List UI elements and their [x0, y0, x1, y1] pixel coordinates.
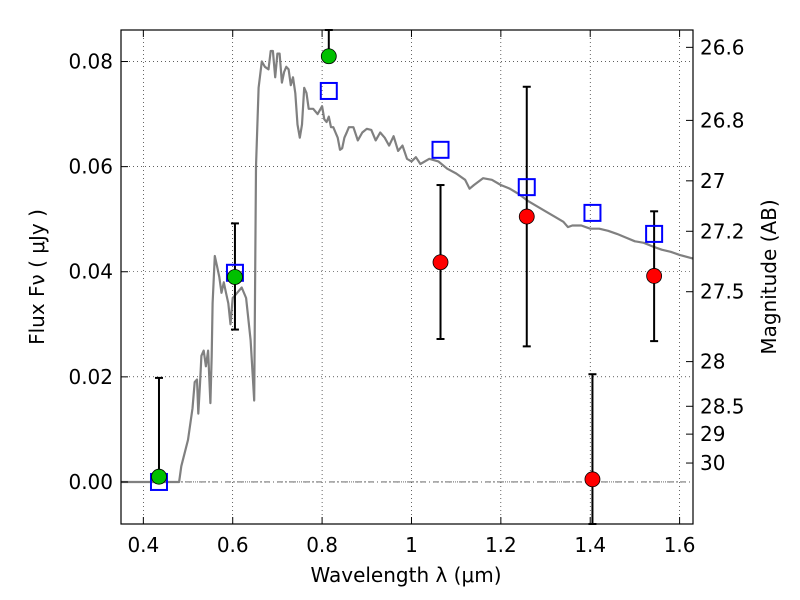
- observed-flux-point: [227, 269, 243, 285]
- y2-tick-label: 27.5: [700, 280, 745, 304]
- model-photometry-square: [431, 140, 450, 159]
- x-tick-label: 0.4: [127, 533, 159, 557]
- y-axis-title: Flux Fν ( μJy ): [25, 209, 49, 345]
- y2-tick-label: 26.8: [700, 108, 745, 132]
- y-tick-label: 0.08: [68, 50, 113, 74]
- y2-tick-label: 29: [700, 422, 725, 446]
- x-tick-label: 1.4: [574, 533, 606, 557]
- x-axis-title: Wavelength λ (μm): [310, 563, 501, 587]
- x-tick-label: 1.6: [664, 533, 696, 557]
- y2-axis-title: Magnitude (AB): [757, 199, 781, 354]
- observed-flux-point: [432, 254, 449, 271]
- model-spectrum-line: [121, 49, 694, 484]
- x-tick-label: 0.8: [306, 533, 338, 557]
- model-photometry-square: [517, 178, 536, 197]
- model-photometry-square: [319, 81, 338, 100]
- x-tick-label: 1: [405, 533, 418, 557]
- y2-tick-label: 30: [700, 451, 725, 475]
- observed-flux-point: [320, 48, 337, 65]
- plot-frame: [120, 29, 694, 525]
- observed-flux-point: [151, 468, 167, 485]
- y-tick-label: 0.06: [68, 155, 113, 179]
- y-tick-label: 0.02: [68, 365, 113, 389]
- x-tick-label: 1.2: [485, 533, 517, 557]
- y2-tick-label: 26.6: [700, 35, 745, 59]
- observed-flux-point: [584, 471, 601, 488]
- y2-tick-label: 28: [700, 350, 725, 374]
- y2-tick-label: 27.2: [700, 219, 745, 243]
- model-photometry-square: [583, 203, 602, 222]
- y-tick-label: 0.04: [68, 260, 113, 284]
- axis-ticks: 0.4 0.6 0.8 1 1.2 1.4 1.6 0.00 0.02 0.04 0.06 0.08 2…: [68, 30, 745, 557]
- y-tick-label: 0.00: [68, 470, 113, 494]
- x-tick-label: 0.6: [217, 533, 249, 557]
- y2-tick-label: 28.5: [700, 394, 745, 418]
- model-photometry-square: [645, 224, 664, 243]
- plot-area: [121, 29, 694, 525]
- observed-flux-point: [646, 268, 663, 284]
- observed-flux-point: [518, 208, 535, 225]
- y2-tick-label: 27: [700, 169, 725, 193]
